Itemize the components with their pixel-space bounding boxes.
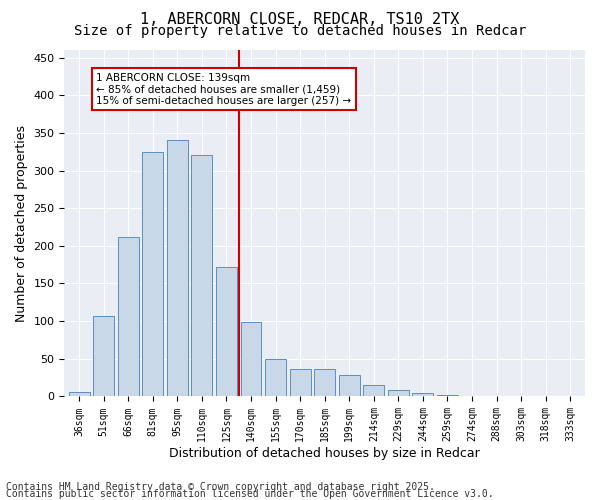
Text: Contains HM Land Registry data © Crown copyright and database right 2025.: Contains HM Land Registry data © Crown c…: [6, 482, 435, 492]
Bar: [364, 385, 384, 396]
Text: 1 ABERCORN CLOSE: 139sqm
← 85% of detached houses are smaller (1,459)
15% of sem: 1 ABERCORN CLOSE: 139sqm ← 85% of detach…: [97, 72, 352, 106]
Bar: [118, 237, 139, 396]
Bar: [69, 392, 89, 396]
Bar: [437, 395, 458, 396]
Bar: [167, 140, 188, 396]
Y-axis label: Number of detached properties: Number of detached properties: [15, 124, 28, 322]
Bar: [412, 392, 433, 396]
Bar: [314, 370, 335, 396]
Bar: [142, 152, 163, 396]
X-axis label: Distribution of detached houses by size in Redcar: Distribution of detached houses by size …: [169, 447, 480, 460]
Bar: [191, 156, 212, 396]
Bar: [290, 370, 311, 396]
Text: Contains public sector information licensed under the Open Government Licence v3: Contains public sector information licen…: [6, 489, 494, 499]
Bar: [265, 359, 286, 397]
Bar: [339, 374, 359, 396]
Bar: [93, 316, 114, 396]
Bar: [241, 322, 262, 396]
Bar: [216, 267, 237, 396]
Bar: [388, 390, 409, 396]
Text: 1, ABERCORN CLOSE, REDCAR, TS10 2TX: 1, ABERCORN CLOSE, REDCAR, TS10 2TX: [140, 12, 460, 28]
Text: Size of property relative to detached houses in Redcar: Size of property relative to detached ho…: [74, 24, 526, 38]
